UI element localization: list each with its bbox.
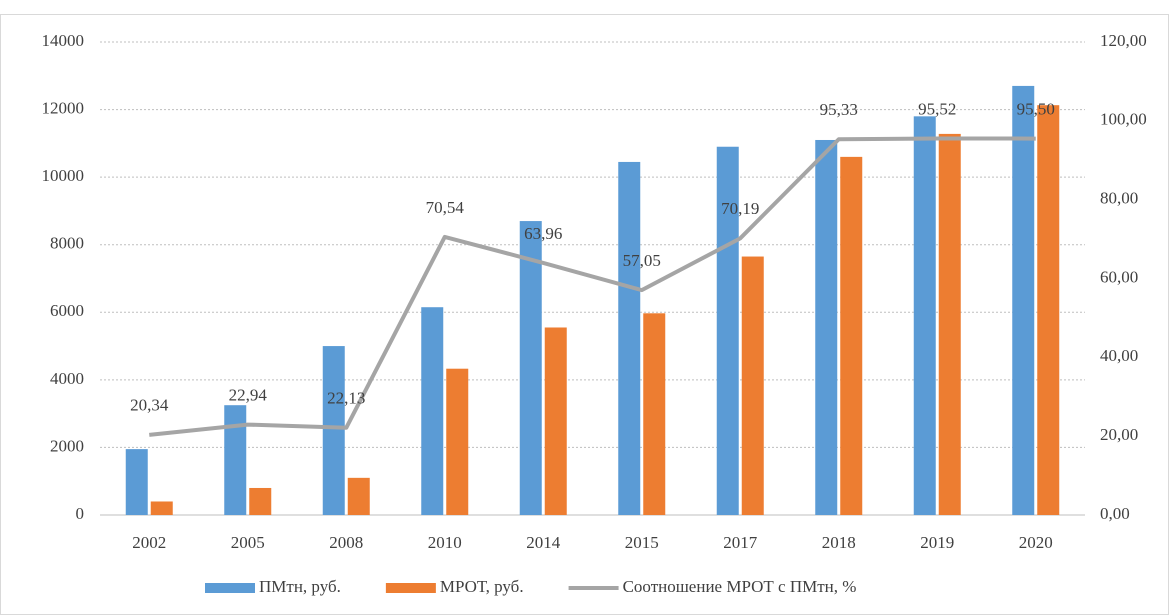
x-tick-label: 2002	[132, 533, 166, 552]
legend-label: ПМтн, руб.	[259, 577, 341, 596]
legend-label: МРОТ, руб.	[440, 577, 524, 596]
bar	[347, 477, 370, 515]
y-tick-label: 2000	[50, 436, 84, 455]
bar	[125, 449, 148, 515]
x-tick-label: 2020	[1019, 533, 1053, 552]
y-tick-label: 10000	[42, 166, 85, 185]
bar	[938, 133, 961, 515]
bar	[544, 327, 567, 515]
x-tick-label: 2019	[920, 533, 954, 552]
chart-frame	[0, 14, 1169, 615]
bar	[840, 156, 863, 515]
bar	[150, 501, 173, 515]
bar	[249, 487, 272, 515]
line	[149, 136, 1036, 437]
data-label: 70,19	[721, 199, 759, 218]
data-label: 95,52	[918, 99, 956, 118]
bar	[913, 116, 936, 515]
bar	[741, 256, 764, 515]
data-label: 70,54	[426, 198, 465, 217]
bar	[421, 307, 444, 515]
data-label: 22,94	[229, 385, 268, 404]
bar	[1037, 105, 1060, 515]
y2-tick-label: 100,00	[1100, 110, 1147, 129]
y-tick-label: 0	[76, 504, 85, 523]
y-tick-label: 4000	[50, 369, 84, 388]
y2-tick-label: 120,00	[1100, 31, 1147, 50]
y2-tick-label: 60,00	[1100, 267, 1138, 286]
y-tick-label: 8000	[50, 234, 84, 253]
bar	[618, 161, 641, 516]
bar	[716, 146, 739, 515]
y2-tick-label: 20,00	[1100, 425, 1138, 444]
y-tick-label: 12000	[42, 98, 85, 117]
x-tick-label: 2005	[231, 533, 265, 552]
bar	[815, 139, 838, 515]
y-tick-label: 6000	[50, 301, 84, 320]
x-tick-label: 2008	[329, 533, 363, 552]
y2-tick-label: 0,00	[1100, 504, 1130, 523]
y2-tick-label: 40,00	[1100, 346, 1138, 365]
legend-swatch	[205, 583, 255, 593]
bar	[224, 405, 247, 515]
data-label: 22,13	[327, 389, 365, 408]
bar	[643, 313, 666, 515]
bar	[519, 221, 542, 516]
x-tick-label: 2014	[526, 533, 561, 552]
x-tick-label: 2015	[625, 533, 659, 552]
data-label: 95,50	[1017, 99, 1055, 118]
bar	[1012, 85, 1035, 516]
legend-swatch	[385, 583, 436, 593]
y2-tick-label: 80,00	[1100, 189, 1138, 208]
legend-label: Соотношение МРОТ с ПМтн, %	[623, 577, 857, 596]
data-label: 20,34	[130, 396, 169, 415]
x-tick-label: 2018	[822, 533, 856, 552]
bar	[322, 346, 345, 515]
bar	[446, 368, 469, 515]
data-label: 95,33	[820, 100, 858, 119]
data-label: 63,96	[524, 224, 562, 243]
y-tick-label: 14000	[42, 31, 85, 50]
x-tick-label: 2017	[723, 533, 758, 552]
data-label: 57,05	[623, 251, 661, 270]
x-tick-label: 2010	[428, 533, 462, 552]
